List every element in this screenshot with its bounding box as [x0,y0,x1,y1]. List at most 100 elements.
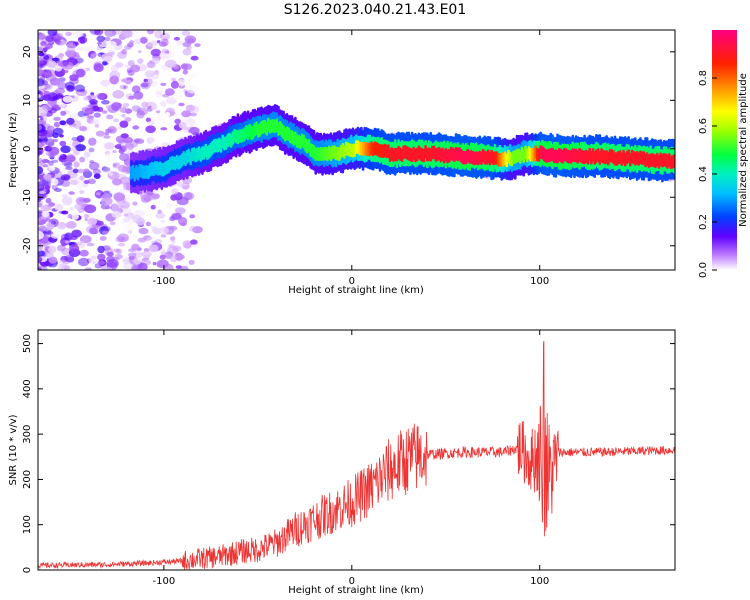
noise-speckle [176,181,185,187]
noise-speckle [119,84,129,90]
noise-speckle [45,43,53,49]
noise-speckle [58,210,66,214]
noise-speckle [189,214,196,219]
noise-speckle [185,123,191,128]
noise-speckle [72,30,84,38]
noise-speckle [72,120,82,129]
noise-speckle [69,206,74,212]
noise-speckle [182,240,192,249]
noise-speckle [111,102,122,111]
noise-speckle [190,239,198,245]
y-tick-label: 10 [22,94,33,107]
noise-speckle [180,265,189,270]
noise-speckle [173,36,181,41]
noise-speckle [43,71,52,78]
noise-speckle [57,81,67,90]
noise-speckle [112,150,117,154]
noise-speckle [39,191,46,194]
noise-speckle [118,201,124,206]
noise-speckle [65,221,77,229]
noise-speckle [68,191,75,195]
noise-speckle [89,227,98,235]
noise-speckle [76,168,85,174]
noise-speckle [61,210,69,215]
noise-speckle [51,170,63,180]
noise-speckle [51,178,59,186]
noise-speckle [104,30,117,37]
noise-speckle [145,221,151,227]
noise-speckle [122,136,133,144]
noise-speckle [61,193,68,198]
snr-frame [37,329,676,571]
noise-speckle [96,35,105,42]
noise-speckle [118,107,126,113]
noise-speckle [39,70,45,74]
noise-speckle [79,156,86,163]
noise-speckle [109,188,117,195]
noise-speckle [146,30,155,35]
noise-speckle [131,105,141,112]
noise-speckle [121,114,126,118]
noise-speckle [129,64,141,73]
noise-speckle [104,56,113,63]
noise-speckle [174,118,181,125]
noise-speckle [134,38,141,45]
x-tick-label: 100 [530,576,549,587]
noise-speckle [166,202,173,208]
noise-speckle [64,239,71,244]
noise-speckle [112,163,117,167]
noise-speckle [38,32,45,41]
noise-speckle [46,145,54,151]
noise-speckle [138,227,149,235]
noise-speckle [83,96,89,101]
noise-speckle [146,236,157,244]
noise-speckle [41,158,50,163]
noise-speckle [95,130,106,137]
noise-speckle [65,166,73,171]
noise-speckle [160,189,167,193]
noise-speckle [47,204,52,208]
noise-speckle [89,99,98,105]
noise-speckle [97,245,105,254]
noise-speckle [38,62,44,69]
noise-speckle [54,204,64,211]
noise-speckle [145,260,151,265]
noise-speckle [109,221,116,226]
noise-speckle [168,51,175,57]
noise-speckle [129,235,139,240]
noise-speckle [66,117,75,125]
noise-speckle [107,171,120,180]
noise-speckle [108,172,114,176]
noise-speckle [112,90,125,99]
noise-speckle [174,207,186,215]
noise-speckle [102,110,108,114]
noise-speckle [178,217,188,226]
noise-speckle [137,262,148,270]
noise-speckle [118,164,127,173]
noise-speckle [155,212,166,219]
noise-speckle [64,162,73,168]
noise-speckle [102,60,108,66]
noise-speckle [48,160,54,166]
noise-speckle [83,151,91,158]
noise-speckle [168,225,178,231]
noise-speckle [139,190,152,199]
noise-speckle [63,175,70,181]
noise-speckle [169,236,176,242]
noise-speckle [182,48,192,56]
noise-speckle [61,243,66,247]
noise-speckle [38,58,50,67]
noise-speckle [96,41,102,45]
noise-speckle [154,70,159,75]
noise-speckle [123,213,128,217]
noise-speckle [127,60,135,67]
noise-speckle [43,123,51,130]
noise-speckle [178,121,187,129]
noise-speckle [86,242,95,247]
noise-speckle [136,217,145,226]
noise-speckle [122,256,128,260]
noise-speckle [58,134,64,138]
noise-speckle [38,202,43,208]
noise-speckle [124,117,132,122]
noise-speckle [170,80,179,89]
